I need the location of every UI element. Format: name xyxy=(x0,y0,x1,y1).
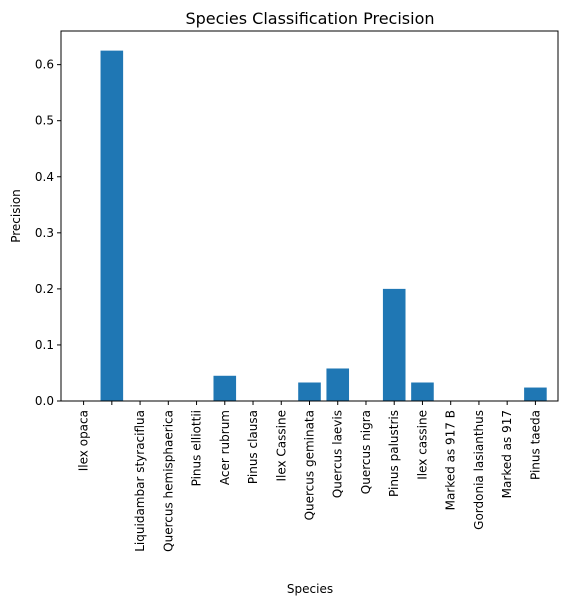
y-tick-label: 0.3 xyxy=(35,226,54,240)
y-tick-label: 0.5 xyxy=(35,114,54,128)
x-tick-label: Marked as 917 B xyxy=(444,410,458,510)
x-tick-label: Quercus nigra xyxy=(359,410,373,494)
x-tick-label: Quercus laevis xyxy=(331,410,345,498)
bar xyxy=(382,288,406,401)
y-tick-label: 0.0 xyxy=(35,394,54,408)
x-tick-label: Quercus hemisphaerica xyxy=(161,410,175,552)
bar xyxy=(411,382,434,401)
bar xyxy=(100,50,124,401)
x-tick-label: Liquidambar styraciflua xyxy=(133,410,147,552)
y-tick-label: 0.1 xyxy=(35,338,54,352)
x-tick-label: Pinus clausa xyxy=(246,410,260,484)
x-tick-label: Gordonia lasianthus xyxy=(472,410,486,530)
x-tick-label: Pinus elliottii xyxy=(190,410,204,486)
y-tick-label: 0.4 xyxy=(35,170,54,184)
x-tick-label: Quercus geminata xyxy=(303,410,317,520)
x-tick-label: Acer rubrum xyxy=(218,410,232,485)
y-tick-label: 0.6 xyxy=(35,58,54,72)
chart-title: Species Classification Precision xyxy=(185,9,434,28)
x-tick-label: Pinus taeda xyxy=(528,410,542,480)
bar xyxy=(524,387,547,401)
y-axis: 0.0 0.1 0.2 0.3 0.4 0.5 0.6 xyxy=(35,58,61,408)
y-tick-label: 0.2 xyxy=(35,282,54,296)
x-axis-label: Species xyxy=(287,582,333,596)
x-axis: Ilex opaca Liquidambar styraciflua Quercus… xyxy=(77,401,542,552)
bar xyxy=(298,382,321,401)
x-tick-label: Ilex opaca xyxy=(77,410,91,471)
bar xyxy=(213,375,237,401)
bar xyxy=(326,368,350,401)
x-tick-label: Ilex cassine xyxy=(415,410,429,480)
x-tick-label: Marked as 917 xyxy=(500,410,514,498)
bars-group xyxy=(100,50,547,401)
x-tick-label: Pinus palustris xyxy=(387,410,401,497)
y-axis-label: Precision xyxy=(9,189,23,243)
x-tick-label: Ilex Cassine xyxy=(274,410,288,482)
plot-frame xyxy=(60,30,559,402)
